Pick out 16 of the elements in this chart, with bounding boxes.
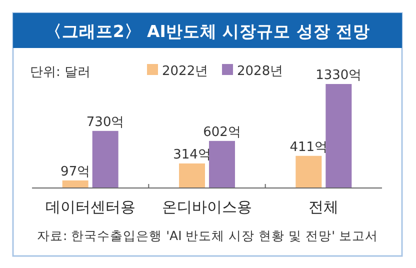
legend-label: 2022년 [162, 64, 208, 79]
subtitle: 단위: 달러 [30, 65, 91, 80]
legend-label: 2028년 [237, 64, 284, 79]
category: 온디바이스용 [162, 198, 252, 216]
category: 전체 [308, 198, 339, 216]
data-label: 97억 [60, 164, 90, 180]
title: 〈그래프2〉 AI반도체 시장규모 성장 전망 [44, 22, 370, 41]
legend-item: 2028년 [222, 64, 284, 79]
data-label: 730억 [86, 114, 124, 130]
annotation: 자료: 한국수출입은행 'AI 반도체 시장 현황 및 전망' 보고서 [36, 228, 378, 243]
data-label: 411억 [290, 140, 328, 155]
category: 데이터센터용 [45, 198, 136, 216]
data-label: 602억 [203, 124, 241, 140]
legend-item: 2022년 [147, 64, 208, 79]
data-label: 1330억 [316, 68, 362, 83]
data-label: 314억 [173, 147, 211, 162]
